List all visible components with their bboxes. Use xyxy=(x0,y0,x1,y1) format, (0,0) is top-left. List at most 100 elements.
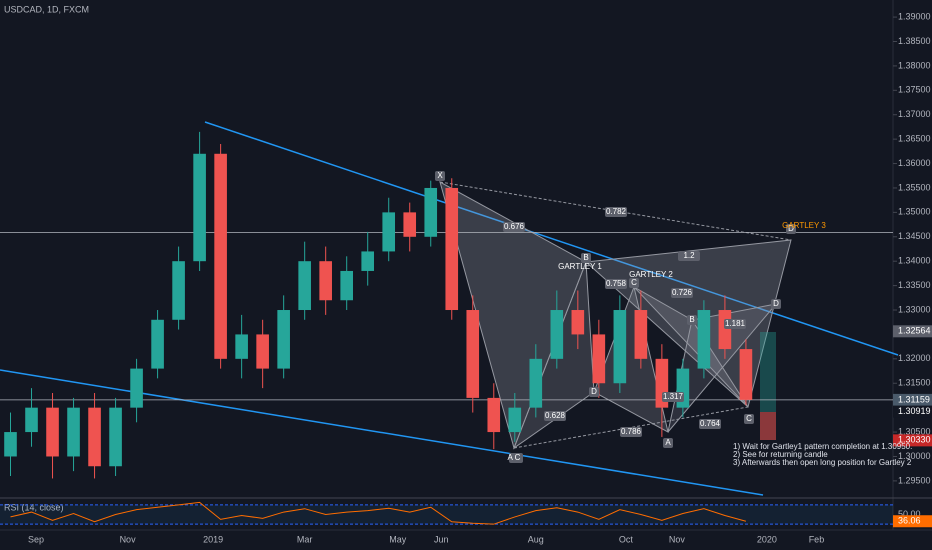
candle-body xyxy=(382,212,396,252)
candle-body xyxy=(508,407,522,433)
pattern-label-box xyxy=(771,299,781,309)
pattern-label-box xyxy=(503,222,525,232)
pattern-label-box xyxy=(509,453,523,463)
pattern-label: 1.2 xyxy=(683,251,695,260)
pattern-label-box xyxy=(724,319,746,329)
pattern-label-box xyxy=(544,411,566,421)
candle-body xyxy=(298,261,311,311)
x-tick-label: Aug xyxy=(528,534,544,544)
price-tag xyxy=(893,325,932,338)
pattern-label-box xyxy=(699,419,721,429)
pattern-label: D xyxy=(773,299,779,308)
x-tick-label: Nov xyxy=(120,534,137,544)
candle-body xyxy=(319,261,332,301)
candle-body xyxy=(634,310,648,359)
pattern-label-box xyxy=(663,438,673,448)
y-tick-label: 1.37000 xyxy=(898,109,931,119)
pattern-label-box xyxy=(662,392,684,402)
long-position-profit xyxy=(760,332,776,412)
candle-body xyxy=(214,153,227,359)
pattern-label: D xyxy=(788,224,794,233)
pattern-triangle xyxy=(633,286,749,408)
pattern-label: C xyxy=(631,278,637,287)
rsi-band xyxy=(0,504,893,525)
candle-body xyxy=(550,310,564,359)
candle-body xyxy=(235,334,248,359)
candle-body xyxy=(172,261,185,320)
candle-body xyxy=(403,212,417,237)
pattern-label-box xyxy=(678,251,700,261)
pattern-label: 0.786 xyxy=(621,427,642,436)
candle-body xyxy=(487,397,501,433)
pattern-label-box xyxy=(629,278,639,288)
pattern-label: D xyxy=(591,387,597,396)
candle-body xyxy=(151,319,164,369)
price-tag xyxy=(893,405,932,418)
x-tick-label: Jun xyxy=(434,534,449,544)
trend-line xyxy=(0,369,764,496)
y-tick-label: 1.36000 xyxy=(898,158,931,168)
x-tick-label: 2019 xyxy=(203,534,223,544)
note: 2) See for returning candle xyxy=(733,450,828,459)
y-tick-label: 1.39000 xyxy=(898,11,931,21)
price-tag-label: 1.31159 xyxy=(898,394,930,404)
rsi-title: RSI (14, close) xyxy=(4,502,64,512)
pattern-label-box xyxy=(744,414,754,424)
pattern-label: 1.181 xyxy=(725,319,746,328)
pattern-label: C xyxy=(746,414,752,423)
candle-body xyxy=(256,334,269,369)
rsi-value-tag xyxy=(893,515,932,528)
pattern-label: A xyxy=(665,438,671,447)
candle-body xyxy=(109,407,122,467)
y-tick-label: 1.38500 xyxy=(898,36,931,46)
pattern-label-box xyxy=(589,387,599,397)
pattern-label-box xyxy=(435,171,445,181)
candle-body xyxy=(361,251,375,271)
candle-body xyxy=(25,407,38,433)
y-tick-label: 50.00 xyxy=(898,509,921,519)
pattern-label: 1.317 xyxy=(663,392,684,401)
y-tick-label: 1.34500 xyxy=(898,231,931,241)
candle-body xyxy=(718,310,732,350)
candle-body xyxy=(193,153,206,262)
pattern-label-box xyxy=(605,207,627,217)
candle-body xyxy=(88,407,101,467)
y-tick-label: 1.36500 xyxy=(898,134,931,144)
y-tick-label: 1.32000 xyxy=(898,353,931,363)
price-tag xyxy=(893,434,932,447)
long-position-loss xyxy=(760,412,776,440)
x-tick-label: Mar xyxy=(297,534,313,544)
pattern-label: X xyxy=(437,171,443,180)
pattern-label-box xyxy=(687,315,697,325)
candle-body xyxy=(592,334,606,384)
pattern-label: GARTLEY 2 xyxy=(629,270,673,279)
candle-body xyxy=(46,407,59,457)
candle-body xyxy=(445,187,459,311)
x-tick-label: 2020 xyxy=(757,534,777,544)
pattern-line xyxy=(513,406,749,449)
pattern-label: GARTLEY 3 xyxy=(782,221,826,230)
candle-body xyxy=(67,407,80,457)
pattern-label: 0.782 xyxy=(606,207,627,216)
pattern-label: 0.726 xyxy=(672,288,693,297)
note: 1) Wait for Gartley1 pattern completion … xyxy=(733,442,912,451)
candle-body xyxy=(4,432,17,457)
price-tag-label: 1.30919 xyxy=(898,406,931,416)
price-tag-label: 1.30330 xyxy=(898,435,931,445)
rsi-line xyxy=(10,501,747,525)
pattern-label: 0.764 xyxy=(700,419,721,428)
x-tick-label: Nov xyxy=(669,534,686,544)
pattern-label: GARTLEY 1 xyxy=(558,262,602,271)
pattern-label: B xyxy=(583,253,588,262)
y-tick-label: 1.30000 xyxy=(898,451,931,461)
x-tick-label: Feb xyxy=(809,534,825,544)
candle-body xyxy=(277,310,290,369)
x-tick-label: Oct xyxy=(619,534,634,544)
y-tick-label: 1.33000 xyxy=(898,304,931,314)
y-tick-label: 1.38000 xyxy=(898,60,931,70)
candle-body xyxy=(697,310,711,369)
candle-body xyxy=(613,310,627,384)
pattern-label: A C xyxy=(508,453,521,462)
x-tick-label: Sep xyxy=(28,534,44,544)
